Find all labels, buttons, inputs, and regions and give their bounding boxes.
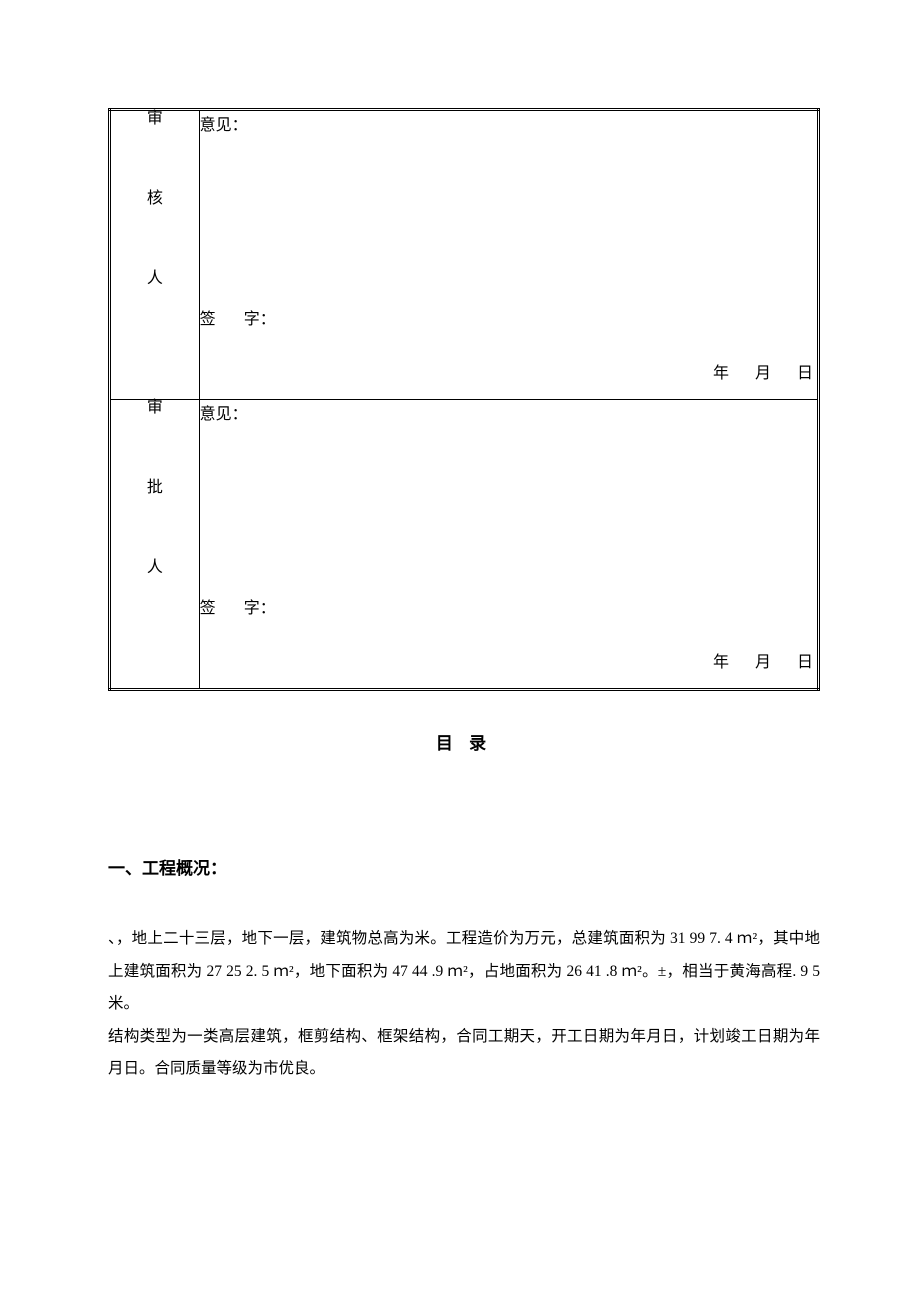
opinion-label: 意见： <box>200 400 817 424</box>
opinion-label: 意见： <box>200 111 817 135</box>
sign-text: 签 <box>200 600 216 617</box>
sign-text: 字： <box>244 600 276 617</box>
reviewer-content-cell: 意见： 签 字： 年 月 日 <box>199 110 818 400</box>
signature-label: 签 字： <box>200 594 817 618</box>
date-month: 月 <box>755 654 771 671</box>
reviewer-char: 核 <box>111 191 199 207</box>
reviewer-label-cell: 审 核 人 <box>110 110 200 400</box>
signature-label: 签 字： <box>200 305 817 329</box>
date-year: 年 <box>713 654 729 671</box>
reviewer-char: 人 <box>111 271 199 287</box>
date-line: 年月日 <box>200 648 817 672</box>
section-heading: 一、工程概况： <box>108 854 820 879</box>
section-body: 、，地上二十三层，地下一层，建筑物总高为米。工程造价为万元，总建筑面积为 31 … <box>108 923 820 1086</box>
approver-char: 审 <box>111 400 199 416</box>
approver-char: 人 <box>111 560 199 576</box>
date-line: 年月日 <box>200 359 817 383</box>
section-project-overview: 一、工程概况： 、，地上二十三层，地下一层，建筑物总高为米。工程造价为万元，总建… <box>108 854 820 1086</box>
sign-text: 字： <box>244 311 276 328</box>
paragraph: 结构类型为一类高层建筑，框剪结构、框架结构，合同工期天，开工日期为年月日，计划竣… <box>108 1021 820 1086</box>
date-month: 月 <box>755 365 771 382</box>
date-day: 日 <box>797 365 813 382</box>
table-row: 审 批 人 意见： 签 字： 年 月 日 <box>110 400 819 690</box>
date-year: 年 <box>713 365 729 382</box>
approval-table: 审 核 人 意见： 签字： 年月日 审 批 人 意见： 签字： 年月日 <box>108 108 820 691</box>
table-row: 审 核 人 意见： 签 字： 年 月 日 <box>110 110 819 400</box>
date-day: 日 <box>797 654 813 671</box>
toc-title: 目 录 <box>108 729 820 754</box>
approver-label-cell: 审 批 人 <box>110 400 200 690</box>
paragraph: 、，地上二十三层，地下一层，建筑物总高为米。工程造价为万元，总建筑面积为 31 … <box>108 923 820 1021</box>
approver-char: 批 <box>111 480 199 496</box>
approver-content-cell: 意见： 签 字： 年 月 日 <box>199 400 818 690</box>
sign-text: 签 <box>200 311 216 328</box>
reviewer-char: 审 <box>111 111 199 127</box>
